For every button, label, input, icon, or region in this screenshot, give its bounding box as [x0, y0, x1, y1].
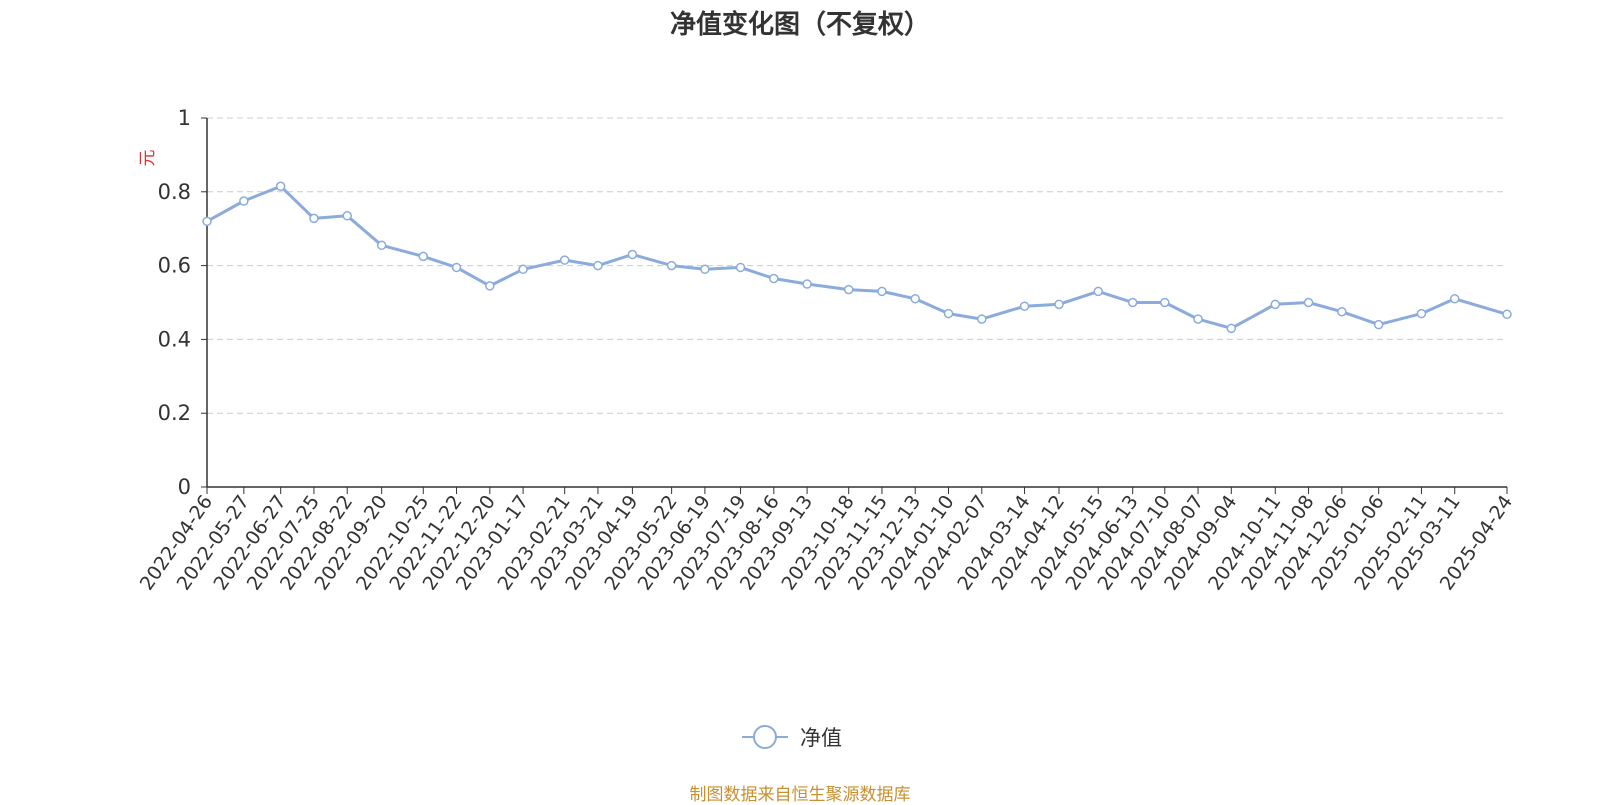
y-tick-label: 1: [178, 106, 191, 130]
data-point: [418, 251, 429, 262]
y-tick-label: 0: [178, 475, 191, 499]
chart-title: 净值变化图（不复权）: [669, 10, 930, 40]
data-point: [877, 286, 887, 297]
series-line-净值: [206, 184, 1508, 330]
data-point: [559, 255, 570, 265]
data-point: [1373, 319, 1384, 330]
data-point: [239, 196, 249, 206]
y-tick-label: 0.8: [158, 180, 191, 204]
y-tick-label: 0.6: [158, 254, 191, 278]
source-note: 制图数据来自恒生聚源数据库: [689, 785, 911, 805]
data-point: [1127, 297, 1138, 308]
y-tick-label: 0.4: [158, 327, 191, 351]
data-point: [342, 211, 352, 221]
legend[interactable]: 净值: [740, 722, 842, 752]
y-tick-label: 0.2: [158, 401, 191, 425]
data-point: [1054, 299, 1064, 310]
axes: 00.20.40.60.81元2022-04-262022-05-272022-…: [136, 106, 1517, 594]
data-point: [1337, 306, 1347, 317]
data-point: [1226, 323, 1237, 334]
data-point: [1019, 301, 1030, 311]
data-point: [451, 262, 462, 273]
data-point: [1303, 297, 1314, 308]
data-point: [1193, 314, 1203, 324]
legend-label: 净值: [800, 726, 842, 750]
data-point: [1416, 308, 1427, 319]
data-point: [1449, 294, 1460, 304]
data-point: [1093, 286, 1103, 297]
data-point: [977, 314, 987, 324]
grid-lines: [207, 117, 1507, 414]
data-point: [309, 213, 319, 224]
data-point: [202, 216, 212, 227]
data-point: [910, 294, 920, 304]
data-point: [485, 281, 495, 291]
y-axis-label: 元: [138, 150, 158, 167]
data-point: [700, 264, 710, 275]
data-point: [1160, 297, 1170, 308]
data-point: [666, 260, 677, 271]
data-point: [769, 273, 779, 284]
data-point: [627, 249, 638, 260]
data-point: [843, 284, 854, 295]
series-layer: [202, 181, 1512, 334]
data-point: [943, 308, 954, 319]
data-point: [1270, 299, 1281, 310]
legend-line-circle-icon: [742, 725, 788, 749]
data-point: [275, 181, 286, 192]
data-point: [376, 240, 387, 251]
data-point: [735, 262, 746, 273]
data-point: [802, 279, 812, 289]
data-point: [1502, 309, 1512, 320]
data-point: [518, 264, 528, 275]
data-point: [593, 260, 603, 271]
